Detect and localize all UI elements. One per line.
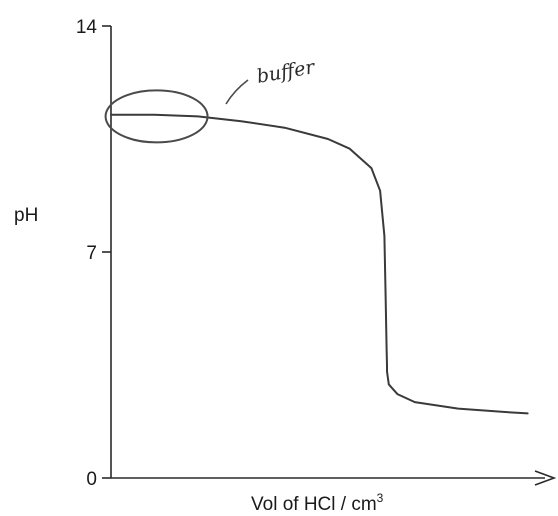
x-axis-label-superscript: 3	[377, 491, 384, 505]
buffer-annotation-label: buffer	[255, 56, 318, 88]
buffer-annotation-leader	[225, 79, 249, 105]
y-tick-label: 7	[86, 243, 97, 264]
buffer-region-ellipse	[104, 89, 209, 144]
x-axis-label: Vol of HCl / cm3	[251, 491, 384, 515]
y-tick-label: 0	[86, 469, 97, 490]
y-axis-ticks: 0 7 14	[76, 17, 111, 490]
y-tick-label: 14	[76, 17, 98, 38]
x-axis-arrowhead	[534, 470, 557, 486]
x-axis-label-main: Vol of HCl / cm	[251, 494, 377, 515]
titration-curve	[110, 113, 529, 415]
y-axis-label: pH	[14, 205, 38, 226]
